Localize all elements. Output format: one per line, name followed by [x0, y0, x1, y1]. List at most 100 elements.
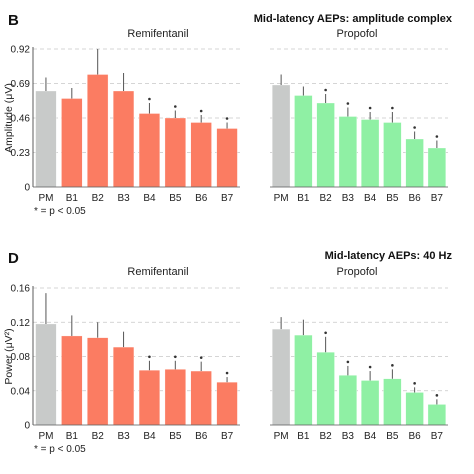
significance-star [199, 109, 203, 113]
x-tick-label: B7 [221, 431, 234, 442]
x-tick-label: B1 [297, 193, 310, 204]
bar [405, 392, 424, 426]
bar [164, 117, 186, 188]
group-title: Propofol [337, 28, 378, 40]
x-tick-label: B1 [66, 431, 79, 442]
bar [138, 370, 160, 426]
significance-star [324, 88, 327, 92]
bar [383, 378, 402, 426]
significance-star [346, 360, 350, 364]
significance-note: * = p < 0.05 [34, 206, 86, 217]
x-tick-label: B5 [169, 431, 182, 442]
x-tick-label: B4 [364, 431, 377, 442]
significance-star [391, 106, 394, 110]
x-tick-label: B3 [117, 193, 130, 204]
bar [87, 74, 109, 188]
x-tick-label: PM [38, 431, 53, 442]
bar [272, 84, 291, 188]
x-tick-label: B2 [92, 431, 105, 442]
bar [294, 334, 313, 426]
x-tick-label: B1 [66, 193, 79, 204]
x-tick-label: B7 [221, 193, 234, 204]
panel-letter: B [8, 12, 19, 29]
bar [216, 128, 238, 188]
x-tick-label: PM [38, 193, 53, 204]
significance-star [368, 106, 372, 110]
x-tick-label: B6 [409, 193, 422, 204]
bar [35, 323, 57, 426]
x-tick-label: PM [274, 193, 289, 204]
y-axis-label: Amplitude (μV) [3, 83, 15, 153]
x-tick-label: B4 [143, 431, 156, 442]
bar [316, 102, 335, 188]
significance-star [435, 394, 439, 397]
bar [61, 335, 83, 426]
bar [405, 138, 424, 188]
x-tick-label: B3 [117, 431, 130, 442]
x-tick-label: B5 [386, 431, 399, 442]
group-title: Remifentanil [127, 28, 188, 40]
x-tick-label: B2 [320, 431, 333, 442]
x-tick-label: B6 [195, 193, 208, 204]
y-tick-label: 0.92 [11, 45, 31, 56]
bar [190, 370, 212, 426]
bar [316, 352, 335, 426]
significance-star [148, 355, 151, 359]
x-tick-label: B4 [143, 193, 156, 204]
y-tick-label: 0.46 [11, 114, 31, 125]
bar [35, 90, 57, 188]
y-tick-label: 0.04 [11, 386, 31, 397]
x-tick-label: B7 [431, 431, 444, 442]
y-tick-label: 0.08 [11, 352, 31, 363]
bar [361, 380, 380, 426]
significance-note: * = p < 0.05 [34, 444, 86, 455]
x-tick-label: B3 [342, 193, 355, 204]
x-tick-label: B6 [195, 431, 208, 442]
y-tick-label: 0.23 [11, 148, 31, 159]
significance-star [225, 371, 229, 375]
bar [338, 375, 357, 426]
y-tick-label: 0 [24, 421, 30, 432]
significance-star [199, 356, 203, 359]
chart-title: Mid-latency AEPs: amplitude complex [254, 13, 453, 25]
significance-star [413, 126, 416, 129]
bar [138, 113, 160, 188]
bar [216, 382, 238, 426]
significance-star [324, 331, 327, 335]
x-tick-label: B7 [431, 193, 444, 204]
y-tick-label: 0.16 [11, 284, 31, 295]
bar [164, 369, 186, 426]
bar [190, 122, 212, 188]
y-tick-label: 0.69 [11, 79, 31, 90]
x-tick-label: B5 [386, 193, 399, 204]
x-tick-label: B4 [364, 193, 377, 204]
y-tick-label: 0 [24, 183, 30, 194]
bar [338, 116, 357, 188]
bar [272, 328, 291, 426]
significance-star [174, 355, 177, 359]
significance-star [435, 135, 439, 138]
bar [87, 337, 109, 426]
significance-star [174, 105, 177, 108]
chart-title: Mid-latency AEPs: 40 Hz [325, 250, 453, 262]
bar [61, 98, 83, 188]
bar [113, 346, 135, 426]
group-title: Remifentanil [127, 266, 188, 278]
x-tick-label: B6 [409, 431, 422, 442]
bar [383, 122, 402, 188]
x-tick-label: B5 [169, 193, 182, 204]
significance-star [148, 97, 151, 101]
significance-star [368, 365, 372, 369]
significance-star [413, 382, 416, 385]
x-tick-label: PM [274, 431, 289, 442]
x-tick-label: B1 [297, 431, 310, 442]
bar [427, 404, 446, 426]
significance-star [391, 364, 394, 367]
significance-star [346, 102, 350, 105]
significance-star [225, 117, 229, 120]
group-title: Propofol [337, 266, 378, 278]
x-tick-label: B2 [320, 193, 333, 204]
bar [294, 95, 313, 188]
panel-letter: D [8, 250, 19, 267]
